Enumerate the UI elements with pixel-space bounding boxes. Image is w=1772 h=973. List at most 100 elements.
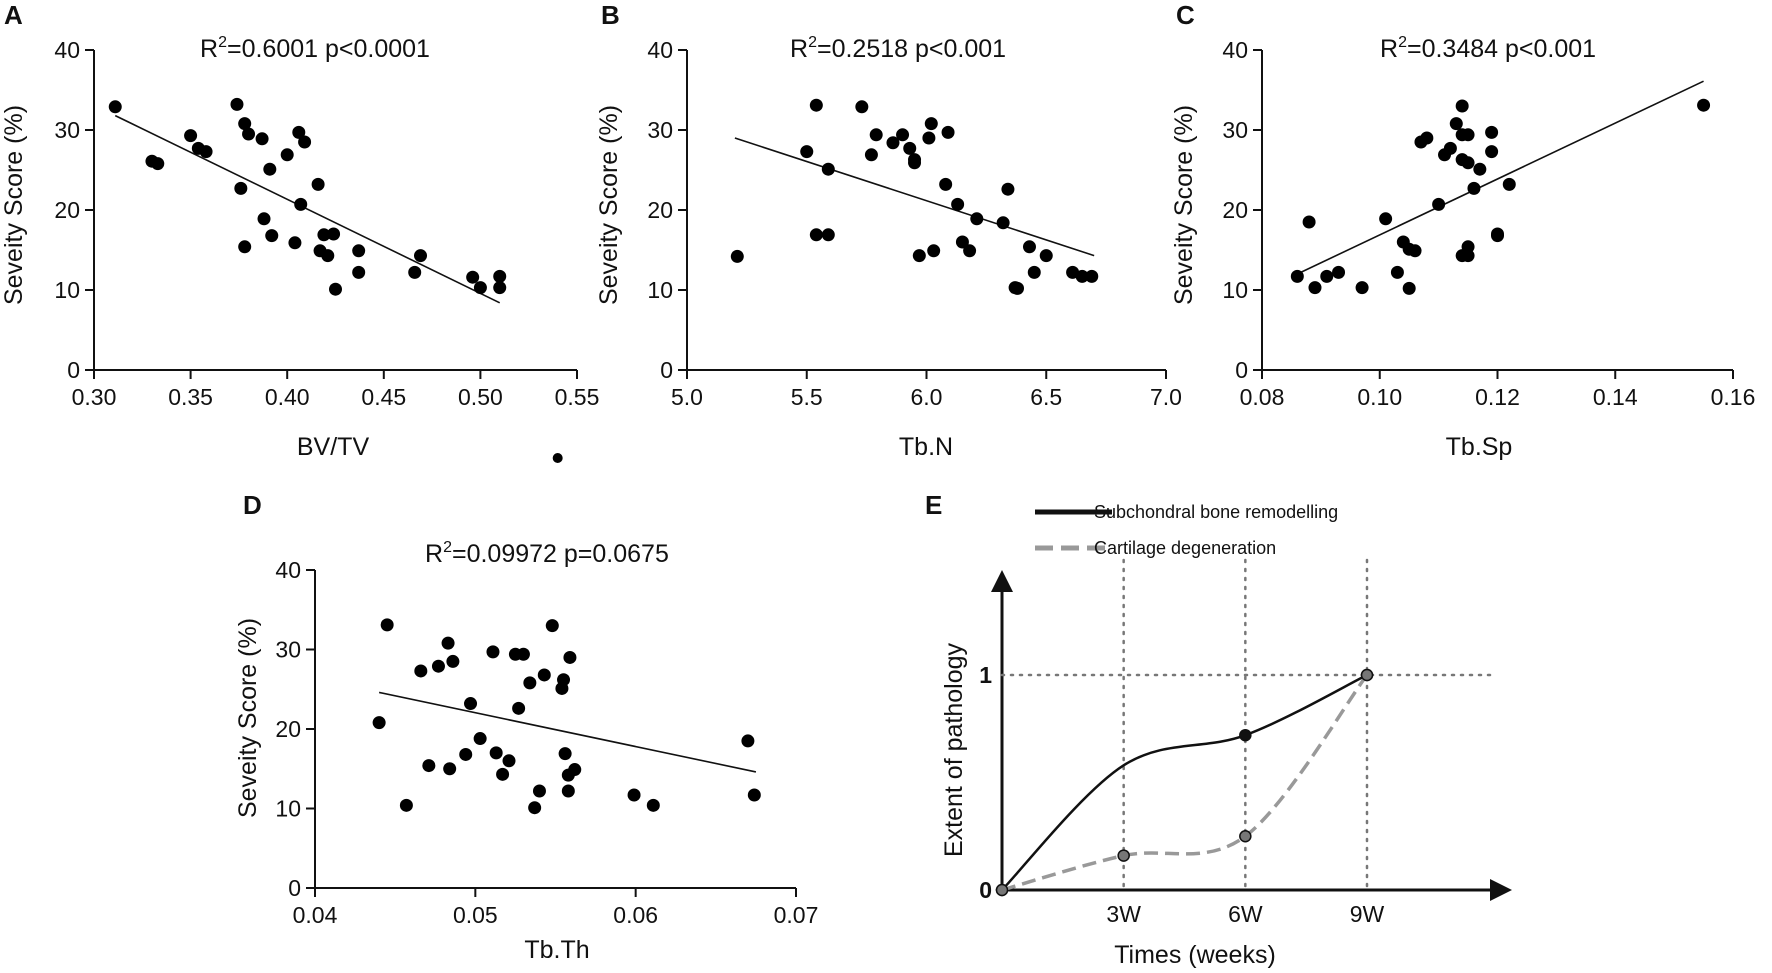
panel-d-data-point xyxy=(523,676,537,690)
panel-b-data-point xyxy=(941,125,955,139)
panel-a-x-axis-title: BV/TV xyxy=(297,433,370,461)
panel-b-data-point xyxy=(924,117,938,131)
panel-letter-a: A xyxy=(4,0,23,30)
panel-a-data-point xyxy=(280,148,294,162)
panel-b-data-point xyxy=(1011,281,1025,295)
panel-d-data-point xyxy=(431,659,445,673)
panel-a-y-tick-label: 30 xyxy=(54,117,80,143)
panel-b-data-point xyxy=(855,100,869,114)
panel-b-data-point xyxy=(951,197,965,211)
panel-e-y-tick-label: 1 xyxy=(979,662,992,688)
panel-d-data-point xyxy=(516,647,530,661)
panel-a: A R2=0.6001 p<0.0001 BV/TV Seveity Score… xyxy=(0,0,599,463)
panel-e-x-tick-label: 6W xyxy=(1228,901,1263,927)
panel-b-data-point xyxy=(896,128,910,142)
panel-b-data-point xyxy=(886,136,900,150)
panel-b-data-point xyxy=(809,98,823,112)
panel-b-data-point xyxy=(1022,240,1036,254)
panel-d-data-point xyxy=(486,645,500,659)
panel-c-data-point xyxy=(1332,265,1346,279)
panel-d-x-tick-label: 0.07 xyxy=(774,902,819,928)
panel-c: C R2=0.3484 p<0.001 Tb.Sp Seveity Score … xyxy=(1170,0,1755,461)
panel-a-data-point xyxy=(298,135,312,149)
panel-d-x-tick-label: 0.05 xyxy=(453,902,498,928)
panel-c-data-point xyxy=(1502,177,1516,191)
panel-c-x-tick-label: 0.16 xyxy=(1711,384,1756,410)
panel-b-data-point xyxy=(955,235,969,249)
panel-b-y-tick-label: 20 xyxy=(647,197,673,223)
panel-c-y-tick-label: 10 xyxy=(1222,277,1248,303)
panel-d-data-point xyxy=(627,788,641,802)
panel-e-x-axis-arrow-icon xyxy=(1490,879,1512,901)
panel-d-data-point xyxy=(446,654,460,668)
panel-a-fit-line xyxy=(114,114,501,304)
panel-e-marker xyxy=(995,883,1009,897)
panel-a-x-tick-label: 0.30 xyxy=(72,384,117,410)
panel-c-data-point xyxy=(1432,197,1446,211)
panel-a-data-point xyxy=(414,249,428,263)
panel-b-data-point xyxy=(864,148,878,162)
panel-a-data-point xyxy=(288,236,302,250)
panel-d-data-point xyxy=(380,618,394,632)
panel-b-x-tick-label: 5.0 xyxy=(671,384,703,410)
panel-c-fit-line xyxy=(1296,80,1704,275)
panel-b-data-point xyxy=(908,153,922,167)
panel-b: B R2=0.2518 p<0.001 Tb.N Seveity Score (… xyxy=(595,0,1182,461)
panel-e-marker xyxy=(1360,668,1374,682)
panel-a-data-point xyxy=(257,212,271,226)
panel-a-data-point xyxy=(473,281,487,295)
panel-c-stat: R2=0.3484 p<0.001 xyxy=(1380,34,1596,63)
panel-d-data-point xyxy=(422,759,436,773)
panel-a-data-point xyxy=(311,177,325,191)
panel-b-data-point xyxy=(912,249,926,263)
panel-c-y-tick-label: 20 xyxy=(1222,197,1248,223)
panel-e-marker xyxy=(1239,728,1252,742)
panel-a-data-point xyxy=(294,197,308,211)
panel-a-y-tick-label: 20 xyxy=(54,197,80,223)
panel-a-data-point xyxy=(329,282,342,296)
panel-b-data-point xyxy=(903,141,917,155)
panel-e-series-subchondral-line xyxy=(1001,673,1368,891)
panel-b-stat: R2=0.2518 p<0.001 xyxy=(790,34,1006,63)
panel-a-data-point xyxy=(238,117,252,131)
panel-d-data-point xyxy=(532,784,546,798)
panel-a-data-point xyxy=(234,181,248,195)
panel-b-data-point xyxy=(730,249,744,263)
panel-a-data-point xyxy=(317,228,331,242)
panel-c-data-point xyxy=(1461,156,1475,170)
panel-a-outlier-point xyxy=(552,453,563,463)
panel-d-fit-line xyxy=(378,691,757,773)
panel-d-data-point xyxy=(528,801,542,815)
panel-c-data-point xyxy=(1420,131,1434,145)
panel-d-data-point xyxy=(563,650,577,664)
panel-a-data-point xyxy=(238,240,252,254)
panel-d-data-point xyxy=(473,732,487,746)
panel-b-x-tick-label: 7.0 xyxy=(1150,384,1182,410)
panel-e-series-cartilage-line xyxy=(1001,673,1369,892)
panel-a-data-point xyxy=(108,100,122,114)
panel-a-data-point xyxy=(151,157,165,171)
panel-d-data-point xyxy=(489,746,503,760)
panel-a-data-point xyxy=(352,244,366,258)
panel-c-x-axis-title: Tb.Sp xyxy=(1446,433,1513,461)
panel-a-data-point xyxy=(255,132,269,146)
panel-a-x-tick-label: 0.35 xyxy=(168,384,213,410)
panel-a-data-point xyxy=(263,162,277,176)
panel-a-y-tick-label: 10 xyxy=(54,277,80,303)
panel-c-data-point xyxy=(1461,128,1475,142)
panel-a-y-tick-label: 40 xyxy=(54,37,80,63)
panel-d-y-tick-label: 30 xyxy=(275,637,301,663)
panel-c-x-tick-label: 0.08 xyxy=(1240,384,1285,410)
panel-e-marker xyxy=(1117,849,1130,862)
panel-c-data-point xyxy=(1379,212,1393,226)
panel-a-x-tick-label: 0.45 xyxy=(361,384,406,410)
panel-d-data-point xyxy=(558,747,572,761)
panel-c-data-point xyxy=(1697,98,1711,112)
panel-a-stat: R2=0.6001 p<0.0001 xyxy=(200,34,430,63)
panel-d-data-point xyxy=(646,798,660,812)
panel-c-data-point xyxy=(1461,249,1475,263)
panel-a-data-point xyxy=(408,265,422,279)
panel-a-data-point xyxy=(265,229,279,243)
panel-c-data-point xyxy=(1485,125,1499,139)
panel-b-data-point xyxy=(963,244,977,258)
